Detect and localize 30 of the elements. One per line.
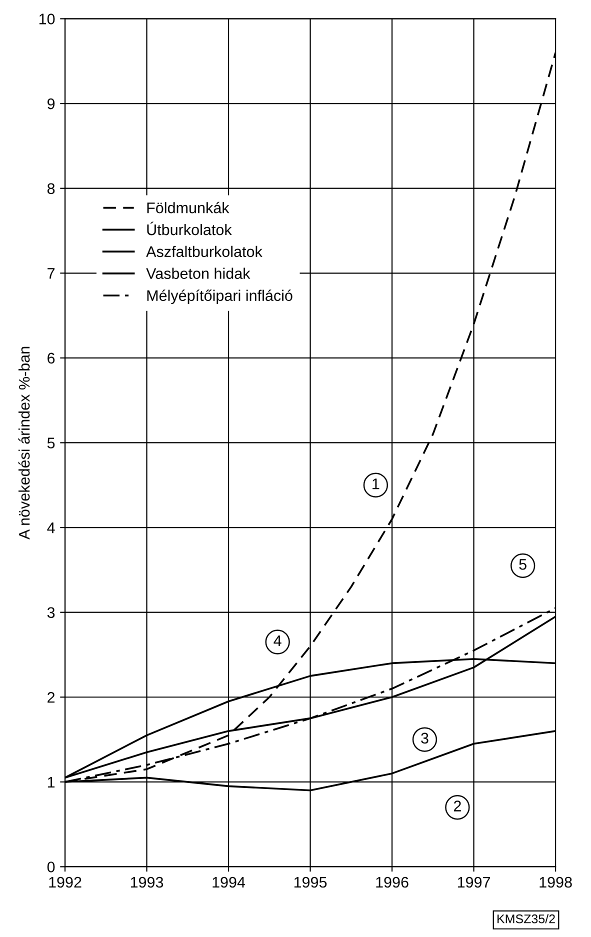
text: KMSZ35/2 [498,914,555,924]
legend-label: Aszfaltburkolatok [146,246,262,258]
y-tick-label: 0 [47,862,55,872]
legend-label: Útburkolatok [147,222,232,236]
x-tick-label: 1997 [458,876,490,888]
y-tick-label: 10 [39,14,55,24]
annotation: 4 [274,635,282,646]
x-tick-label: 1998 [540,876,572,888]
y-tick-label: 3 [47,607,55,618]
y-tick-label: 7 [48,268,55,279]
annotation: 1 [372,478,380,490]
annotation: 3 [421,732,428,744]
legend-label: Mélyépítőipari infláció [147,290,292,304]
legend-label: Földmunkák [147,202,230,214]
y-tick-label: 2 [48,692,55,703]
y-tick-label: 4 [47,522,55,534]
x-tick-label: 1996 [376,876,408,888]
x-tick-label: 1995 [294,876,327,888]
legend-label: Vasbeton hidak [146,268,250,279]
x-tick-label: 1992 [49,876,82,888]
y-tick-label: 6 [48,352,55,364]
y-tick-label: 9 [48,98,55,110]
y-tick-label: 8 [47,183,55,194]
annotation: 2 [454,800,461,812]
y-axis-title: A növekedési árindex %-ban [18,346,30,540]
annotation: 5 [519,559,526,570]
x-tick-label: 1994 [212,876,246,888]
y-tick-label: 5 [47,438,55,448]
y-tick-label: 1 [48,776,55,788]
x-tick-label: 1993 [130,876,164,888]
